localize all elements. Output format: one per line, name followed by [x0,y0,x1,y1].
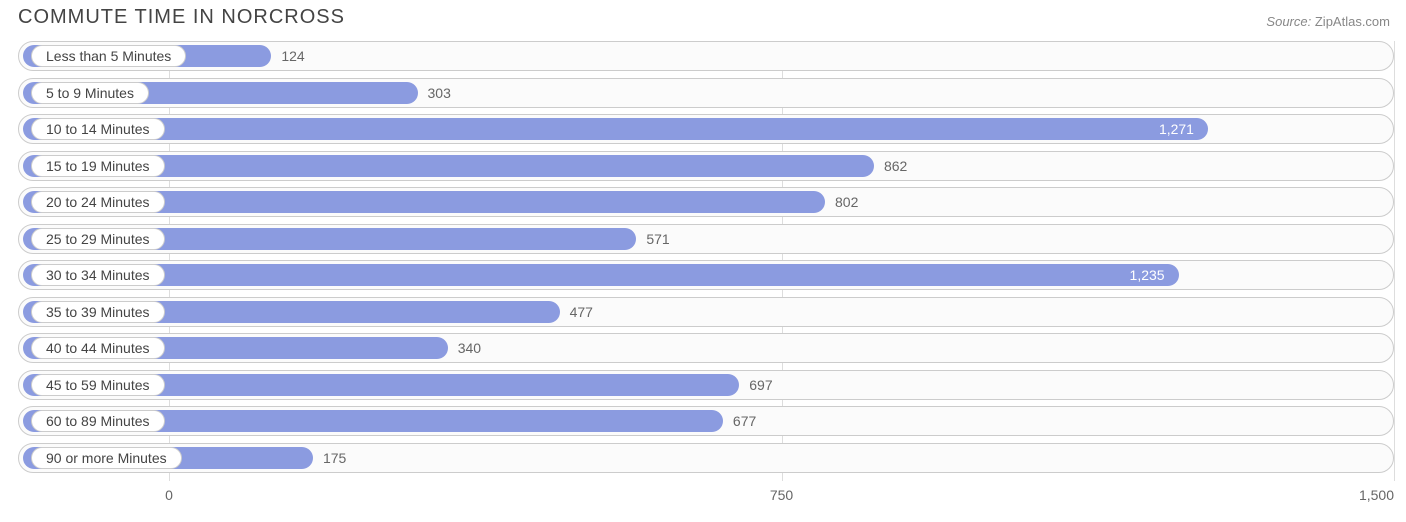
category-pill: 30 to 34 Minutes [31,264,165,286]
bar-value: 802 [825,188,858,216]
bar-value: 571 [636,225,669,253]
bar-row: 862 15 to 19 Minutes [18,151,1394,181]
bar-row: 303 5 to 9 Minutes [18,78,1394,108]
header: COMMUTE TIME IN NORCROSS Source: ZipAtla… [0,0,1406,37]
source-value: ZipAtlas.com [1315,14,1390,29]
bar-value: 697 [739,371,772,399]
chart-title: COMMUTE TIME IN NORCROSS [18,6,345,29]
category-pill: 5 to 9 Minutes [31,82,149,104]
category-pill: 35 to 39 Minutes [31,301,165,323]
bar-row: 677 60 to 89 Minutes [18,406,1394,436]
category-pill: 20 to 24 Minutes [31,191,165,213]
bar-row: 802 20 to 24 Minutes [18,187,1394,217]
category-pill: 45 to 59 Minutes [31,374,165,396]
bar-value: 1,235 [1130,267,1165,283]
bar-value: 1,271 [1159,121,1194,137]
source-label: Source: [1266,14,1311,29]
bar: 1,271 [23,118,1208,140]
x-axis-label: 750 [770,487,793,503]
bar-row: 697 45 to 59 Minutes [18,370,1394,400]
x-axis: 0 750 1,500 [18,483,1394,507]
category-pill: 10 to 14 Minutes [31,118,165,140]
bar-value: 340 [448,334,481,362]
x-axis-label: 0 [165,487,173,503]
bar-row: 340 40 to 44 Minutes [18,333,1394,363]
category-pill: 60 to 89 Minutes [31,410,165,432]
bar-value: 677 [723,407,756,435]
bar-row: 124 Less than 5 Minutes [18,41,1394,71]
category-pill: 90 or more Minutes [31,447,182,469]
category-pill: Less than 5 Minutes [31,45,186,67]
category-pill: 40 to 44 Minutes [31,337,165,359]
bar-row: 571 25 to 29 Minutes [18,224,1394,254]
chart-area: 124 Less than 5 Minutes 303 5 to 9 Minutes 1… [18,41,1394,481]
bar-row: 175 90 or more Minutes [18,443,1394,473]
bar-row: 1,235 30 to 34 Minutes [18,260,1394,290]
chart-rows: 124 Less than 5 Minutes 303 5 to 9 Minutes 1… [18,41,1394,473]
category-pill: 15 to 19 Minutes [31,155,165,177]
bar-row: 1,271 10 to 14 Minutes [18,114,1394,144]
bar-value: 124 [271,42,304,70]
bar-value: 477 [560,298,593,326]
bar-value: 175 [313,444,346,472]
source-attribution: Source: ZipAtlas.com [1266,14,1390,29]
bar: 1,235 [23,264,1179,286]
bar-row: 477 35 to 39 Minutes [18,297,1394,327]
x-axis-label: 1,500 [1359,487,1394,503]
bar-value: 303 [418,79,451,107]
grid-line [1394,41,1395,481]
category-pill: 25 to 29 Minutes [31,228,165,250]
bar-value: 862 [874,152,907,180]
